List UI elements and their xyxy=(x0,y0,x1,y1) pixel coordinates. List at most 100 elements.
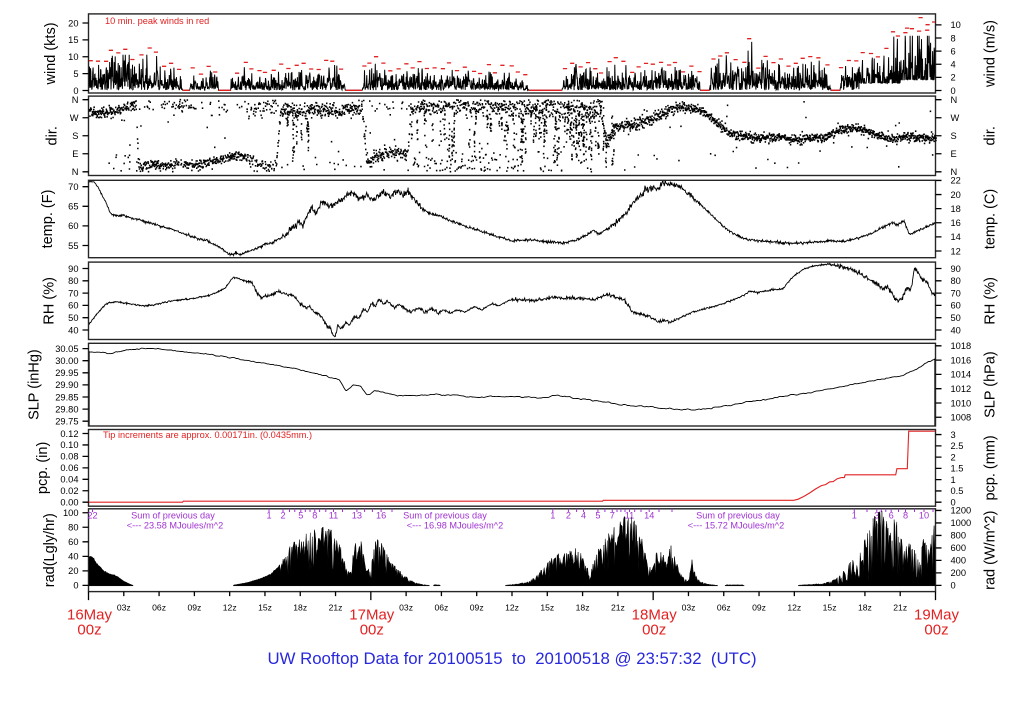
svg-text:10: 10 xyxy=(68,52,78,62)
svg-text:0.06: 0.06 xyxy=(60,463,78,473)
svg-text:8: 8 xyxy=(312,510,317,520)
svg-text:1: 1 xyxy=(852,510,857,520)
svg-text:0.00: 0.00 xyxy=(60,498,78,508)
svg-text:1200: 1200 xyxy=(951,506,972,516)
svg-text:wind (kts): wind (kts) xyxy=(43,22,59,85)
svg-text:18z: 18z xyxy=(576,603,590,613)
svg-text:40: 40 xyxy=(951,325,961,335)
svg-text:S: S xyxy=(72,131,78,141)
svg-text:RH (%): RH (%) xyxy=(42,277,58,325)
svg-text:29.75: 29.75 xyxy=(55,417,78,427)
svg-text:18May: 18May xyxy=(632,607,678,624)
svg-text:10: 10 xyxy=(951,20,961,30)
svg-text:00z: 00z xyxy=(924,622,948,639)
svg-text:15z: 15z xyxy=(540,603,554,613)
svg-text:Sum of previous day: Sum of previous day xyxy=(696,510,780,520)
svg-text:14: 14 xyxy=(644,510,654,520)
svg-text:09z: 09z xyxy=(752,603,766,613)
svg-text:09z: 09z xyxy=(187,603,201,613)
svg-text:8: 8 xyxy=(903,510,908,520)
svg-text:200: 200 xyxy=(951,568,967,578)
svg-text:29.80: 29.80 xyxy=(55,404,78,414)
svg-text:11: 11 xyxy=(329,510,339,520)
svg-text:E: E xyxy=(72,149,78,159)
svg-text:11: 11 xyxy=(625,510,635,520)
svg-text:<--- 15.72 MJoules/m^2: <--- 15.72 MJoules/m^2 xyxy=(688,521,784,531)
svg-text:pcp. (mm): pcp. (mm) xyxy=(983,435,999,500)
svg-text:10: 10 xyxy=(919,510,929,520)
svg-text:10 min. peak winds in red: 10 min. peak winds in red xyxy=(105,16,209,26)
svg-text:03z: 03z xyxy=(117,603,131,613)
svg-text:17May: 17May xyxy=(349,607,395,624)
svg-text:19May: 19May xyxy=(914,607,960,624)
svg-text:N: N xyxy=(951,95,958,105)
svg-text:60: 60 xyxy=(68,537,78,547)
svg-text:40: 40 xyxy=(68,552,78,562)
svg-text:Tip increments are approx. 0.0: Tip increments are approx. 0.00171in. (0… xyxy=(103,430,312,440)
svg-text:16: 16 xyxy=(376,510,386,520)
svg-text:S: S xyxy=(951,131,957,141)
svg-text:2: 2 xyxy=(280,510,285,520)
svg-text:0.10: 0.10 xyxy=(60,440,78,450)
svg-text:03z: 03z xyxy=(682,603,696,613)
svg-text:0: 0 xyxy=(73,581,78,591)
svg-text:21z: 21z xyxy=(893,603,907,613)
svg-text:E: E xyxy=(951,149,957,159)
svg-text:60: 60 xyxy=(68,301,78,311)
svg-text:W: W xyxy=(951,113,960,123)
svg-text:dir.: dir. xyxy=(45,126,61,145)
svg-text:1018: 1018 xyxy=(951,341,972,351)
svg-text:30.05: 30.05 xyxy=(55,344,78,354)
svg-text:8: 8 xyxy=(951,33,956,43)
svg-text:5: 5 xyxy=(595,510,600,520)
svg-text:29.85: 29.85 xyxy=(55,392,78,402)
svg-text:rad(Lgly/hr): rad(Lgly/hr) xyxy=(42,513,58,587)
svg-text:22: 22 xyxy=(87,510,97,520)
svg-text:4: 4 xyxy=(581,510,586,520)
svg-text:pcp. (in): pcp. (in) xyxy=(35,442,51,494)
svg-text:N: N xyxy=(72,95,79,105)
svg-text:29.90: 29.90 xyxy=(55,380,78,390)
svg-text:1008: 1008 xyxy=(951,413,972,423)
svg-text:40: 40 xyxy=(68,325,78,335)
svg-text:1: 1 xyxy=(550,510,555,520)
svg-text:00z: 00z xyxy=(77,622,101,639)
svg-text:13: 13 xyxy=(352,510,362,520)
svg-text:80: 80 xyxy=(951,276,961,286)
svg-text:7: 7 xyxy=(610,510,615,520)
svg-text:4: 4 xyxy=(951,60,956,70)
svg-text:50: 50 xyxy=(68,313,78,323)
svg-text:2: 2 xyxy=(951,452,956,462)
svg-text:0: 0 xyxy=(951,581,956,591)
svg-text:0.5: 0.5 xyxy=(951,486,964,496)
svg-text:55: 55 xyxy=(68,241,78,251)
svg-text:temp. (C): temp. (C) xyxy=(983,189,999,249)
svg-text:21z: 21z xyxy=(611,603,625,613)
svg-text:<--- 23.58 MJoules/m^2: <--- 23.58 MJoules/m^2 xyxy=(127,521,223,531)
svg-text:0.04: 0.04 xyxy=(60,475,78,485)
svg-text:60: 60 xyxy=(68,221,78,231)
svg-text:400: 400 xyxy=(951,556,967,566)
svg-text:6: 6 xyxy=(889,510,894,520)
svg-text:18z: 18z xyxy=(293,603,307,613)
svg-text:800: 800 xyxy=(951,531,967,541)
svg-text:70: 70 xyxy=(68,288,78,298)
svg-text:80: 80 xyxy=(68,276,78,286)
svg-text:0: 0 xyxy=(951,498,956,508)
svg-text:06z: 06z xyxy=(717,603,731,613)
svg-text:18z: 18z xyxy=(858,603,872,613)
svg-text:1010: 1010 xyxy=(951,398,972,408)
svg-text:1.5: 1.5 xyxy=(951,464,964,474)
svg-text:06z: 06z xyxy=(152,603,166,613)
svg-text:15z: 15z xyxy=(823,603,837,613)
svg-text:3: 3 xyxy=(874,510,879,520)
svg-text:SLP (hPa): SLP (hPa) xyxy=(983,351,999,418)
svg-text:65: 65 xyxy=(68,202,78,212)
svg-text:RH (%): RH (%) xyxy=(983,277,999,325)
svg-text:20: 20 xyxy=(68,18,78,28)
svg-text:60: 60 xyxy=(951,301,961,311)
svg-text:Sum of previous day: Sum of previous day xyxy=(131,510,215,520)
svg-text:W: W xyxy=(70,113,79,123)
svg-text:20: 20 xyxy=(951,190,961,200)
svg-text:SLP (inHg): SLP (inHg) xyxy=(27,349,43,420)
